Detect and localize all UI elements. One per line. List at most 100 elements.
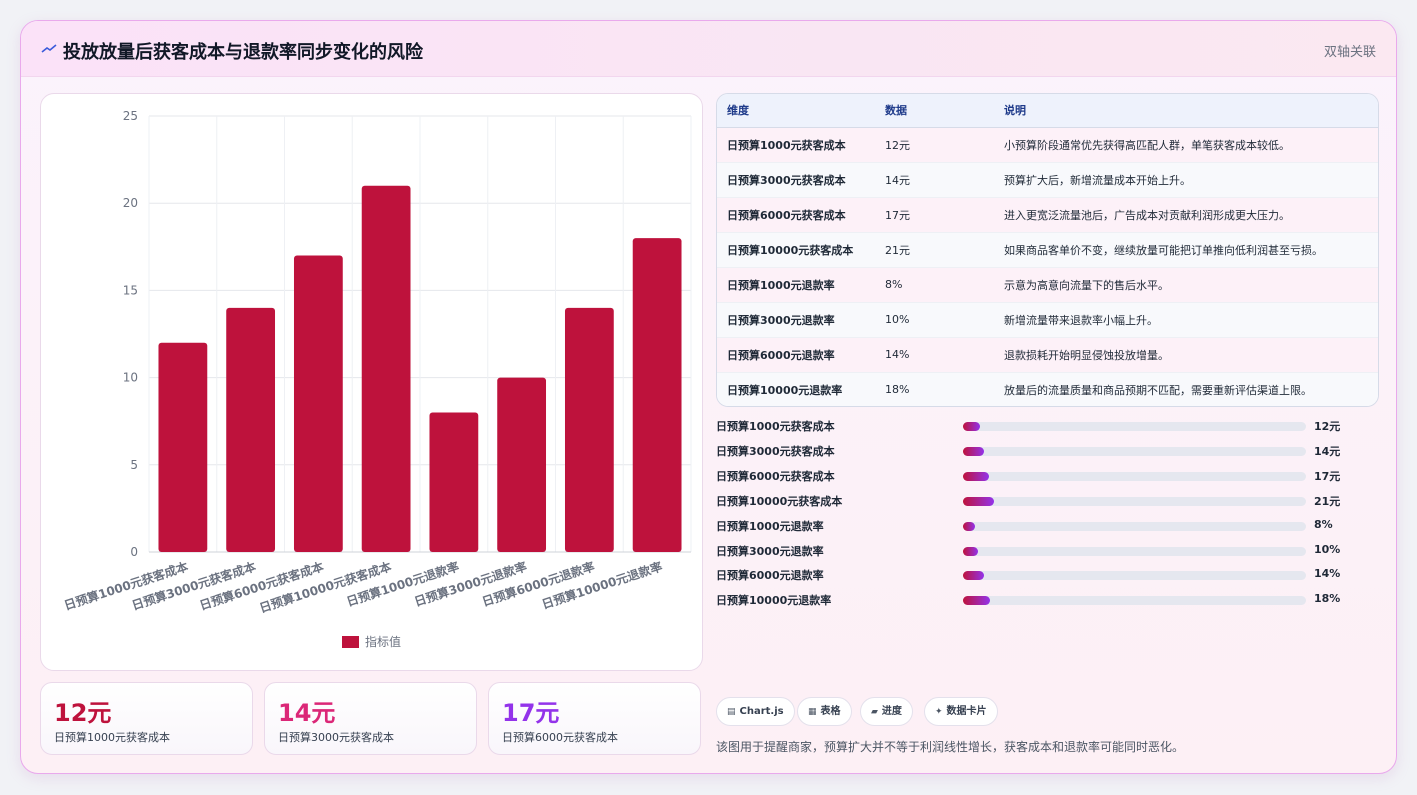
table-row: 日预算1000元退款率 8% 示意为高意向流量下的售后水平。 [717,267,1378,303]
progress-row: 日预算10000元退款率 18% [716,592,1379,608]
progress-value: 18% [1314,592,1341,605]
progress-label: 日预算6000元退款率 [716,569,824,582]
progress-track [963,497,1306,506]
progress-label: 日预算3000元退款率 [716,545,824,558]
progress-value: 10% [1314,543,1341,556]
progress-label: 日预算10000元获客成本 [716,495,843,508]
progress-value: 14% [1314,567,1341,580]
table-cell: 预算扩大后，新增流量成本开始上升。 [994,162,1378,198]
chip-table[interactable]: ▦ 表格 [797,697,852,726]
dashboard-card: 投放放量后获客成本与退款率同步变化的风险 双轴关联 0 5 10 15 20 25 日预算1… [20,20,1397,774]
y-tick-label: 15 [123,283,138,297]
table-icon: ▦ [808,707,817,717]
progress-track [963,472,1306,481]
table-row: 日预算10000元退款率 18% 放量后的流量质量和商品预期不匹配，需要重新评估… [717,372,1378,406]
data-table: 维度 数据 说明 日预算1000元获客成本 12元 小预算阶段通常优先获得高匹配… [716,93,1379,407]
progress-value: 14元 [1314,445,1341,458]
table-cell: 放量后的流量质量和商品预期不匹配，需要重新评估渠道上限。 [994,372,1378,406]
progress-row: 日预算1000元获客成本 12元 [716,418,1379,434]
chip-label: 数据卡片 [946,706,987,717]
progress-fill [963,422,981,431]
bar [564,307,614,552]
kpi-value: 12元 [54,699,112,727]
header: 投放放量后获客成本与退款率同步变化的风险 双轴关联 [21,21,1396,77]
chip-progress[interactable]: ▰ 进度 [860,697,913,726]
progress-label: 日预算6000元获客成本 [716,470,835,483]
table-cell: 14元 [875,162,994,198]
progress-value: 8% [1314,518,1333,531]
table-cell: 小预算阶段通常优先获得高匹配人群，单笔获客成本较低。 [994,127,1378,163]
progress-track [963,447,1306,456]
bar-chart-svg: 0510152025日预算1000元获客成本日预算3000元获客成本日预算600… [62,109,692,649]
column-header: 数据 [875,94,994,128]
progress-value: 17元 [1314,470,1341,483]
progress-icon: ▰ [871,707,878,717]
bar [361,185,411,552]
table-cell: 日预算10000元获客成本 [717,232,875,268]
kpi-label: 日预算1000元获客成本 [54,731,170,744]
table-row: 日预算10000元获客成本 21元 如果商品客单价不变，继续放量可能把订单推向低… [717,232,1378,268]
progress-value: 21元 [1314,495,1341,508]
page-title: 投放放量后获客成本与退款率同步变化的风险 [63,42,423,63]
progress-row: 日预算10000元获客成本 21元 [716,493,1379,509]
y-tick-label: 10 [123,371,138,385]
bar [226,307,276,552]
kpi-card: 17元 日预算6000元获客成本 [488,682,701,755]
table-cell: 日预算6000元退款率 [717,337,875,373]
progress-fill [963,596,990,605]
progress-track [963,547,1306,556]
table-cell: 日预算1000元退款率 [717,267,875,303]
column-header: 说明 [994,94,1378,128]
table-cell: 日预算6000元获客成本 [717,197,875,233]
table-cell: 18% [875,372,994,406]
progress-fill [963,497,994,506]
table-cell: 示意为高意向流量下的售后水平。 [994,267,1378,303]
bar [632,238,682,552]
kpi-label: 日预算3000元获客成本 [278,731,394,744]
progress-fill [963,571,984,580]
progress-value: 12元 [1314,420,1341,433]
kpi-value: 17元 [502,699,560,727]
x-tick-label: 日预算3000元退款率 [412,559,528,610]
progress-row: 日预算6000元获客成本 17元 [716,468,1379,484]
table-cell: 10% [875,302,994,338]
progress-list: 日预算1000元获客成本 12元 日预算3000元获客成本 14元 日预算600… [716,418,1379,608]
footnote: 该图用于提醒商家，预算扩大并不等于利润线性增长，获客成本和退款率可能同时恶化。 [716,740,1185,754]
progress-fill [963,547,978,556]
trend-line-icon [41,44,57,53]
x-tick-label: 日预算1000元退款率 [345,559,461,610]
bar [429,412,479,552]
legend-label: 指标值 [365,634,401,649]
table-row: 日预算1000元获客成本 12元 小预算阶段通常优先获得高匹配人群，单笔获客成本… [717,127,1378,163]
table-cell: 进入更宽泛流量池后，广告成本对贡献利润形成更大压力。 [994,197,1378,233]
progress-fill [963,522,975,531]
table-header-row: 维度 数据 说明 [717,94,1378,128]
table-cell: 日预算3000元退款率 [717,302,875,338]
table-row: 日预算3000元退款率 10% 新增流量带来退款率小幅上升。 [717,302,1378,338]
progress-label: 日预算1000元获客成本 [716,420,835,433]
chip-label: 进度 [881,706,902,717]
y-tick-label: 5 [130,458,138,472]
table-cell: 17元 [875,197,994,233]
chip-cards[interactable]: ✦ 数据卡片 [924,697,998,726]
y-tick-label: 0 [130,545,138,559]
progress-fill [963,472,989,481]
y-tick-label: 20 [123,196,138,210]
progress-row: 日预算1000元退款率 8% [716,518,1379,534]
header-tag: 双轴关联 [1323,45,1376,60]
chart-icon: ▤ [727,707,736,717]
progress-label: 日预算1000元退款率 [716,520,824,533]
progress-track [963,596,1306,605]
progress-row: 日预算3000元获客成本 14元 [716,443,1379,459]
kpi-label: 日预算6000元获客成本 [502,731,618,744]
table-cell: 21元 [875,232,994,268]
chip-label: 表格 [820,706,841,717]
chip-chartjs[interactable]: ▤ Chart.js [716,697,795,726]
table-cell: 日预算1000元获客成本 [717,127,875,163]
kpi-card: 12元 日预算1000元获客成本 [40,682,253,755]
table-cell: 14% [875,337,994,373]
table-cell: 如果商品客单价不变，继续放量可能把订单推向低利润甚至亏损。 [994,232,1378,268]
table-cell: 日预算10000元退款率 [717,372,875,406]
table-row: 日预算3000元获客成本 14元 预算扩大后，新增流量成本开始上升。 [717,162,1378,198]
progress-row: 日预算3000元退款率 10% [716,543,1379,559]
